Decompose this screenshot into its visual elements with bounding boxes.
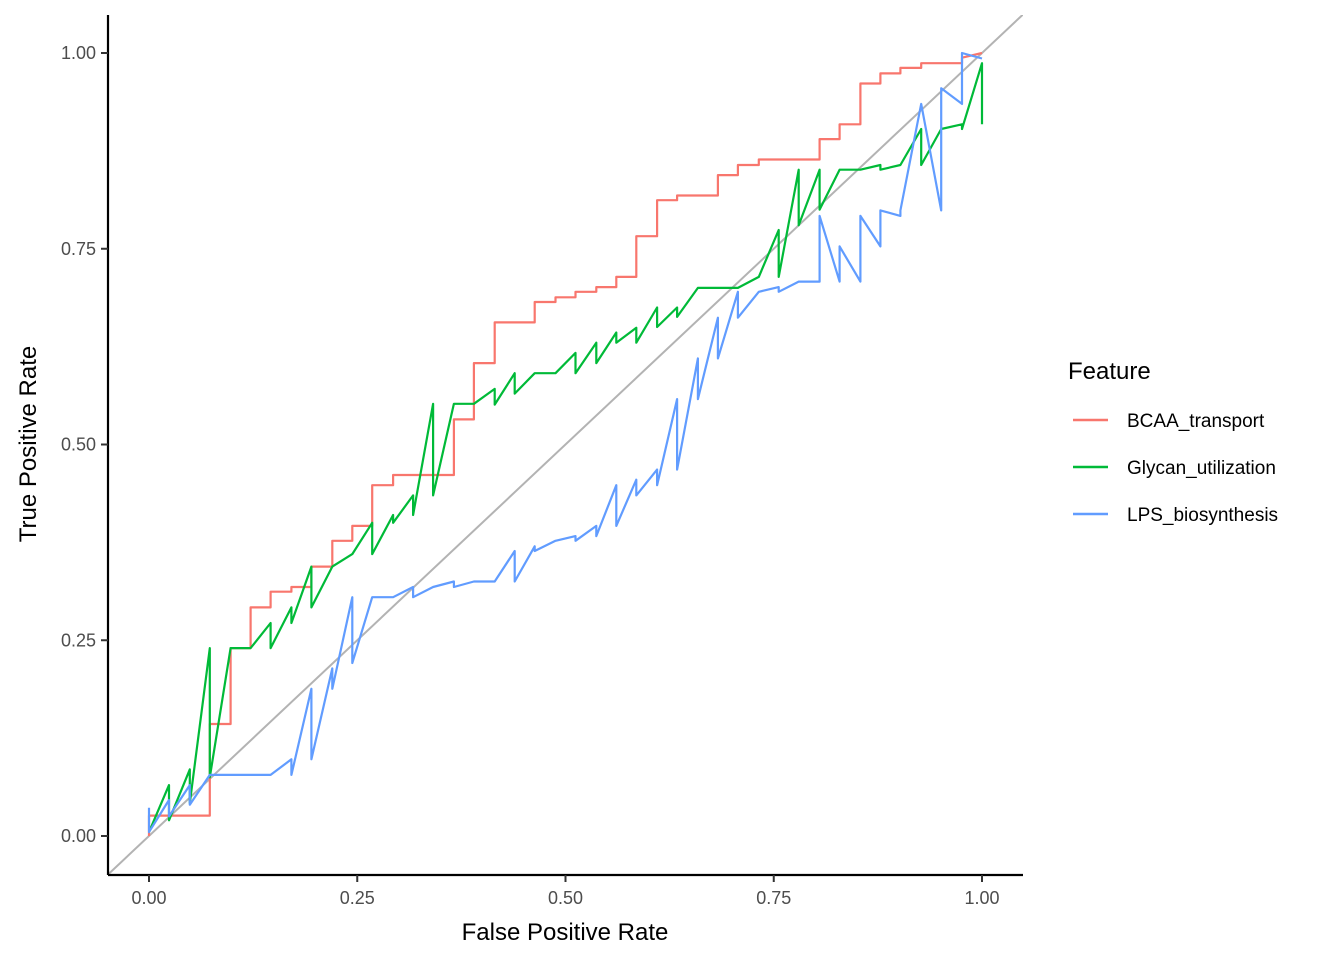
legend-label: LPS_biosynthesis: [1127, 505, 1278, 526]
legend-label: BCAA_transport: [1127, 411, 1265, 432]
y-tick-label: 0.50: [61, 435, 96, 455]
x-tick-label: 0.75: [756, 888, 791, 908]
legend: Feature BCAA_transport Glycan_utilization…: [1068, 358, 1278, 526]
x-tick-label: 0.50: [548, 888, 583, 908]
diagonal-reference-line: [108, 15, 1023, 875]
series-line-lps-biosynthesis: [147, 51, 983, 834]
legend-label: Glycan_utilization: [1127, 458, 1276, 479]
x-axis-title: False Positive Rate: [462, 919, 669, 946]
y-tick-label: 1.00: [61, 43, 96, 63]
series-line-glycan-utilization: [147, 62, 984, 833]
legend-title: Feature: [1068, 358, 1151, 385]
axes: 0.00 0.25 0.50 0.75 1.00 0.00 0.25 0.50 0.75 1.00: [61, 15, 1023, 908]
y-tick-label: 0.25: [61, 630, 96, 650]
series-line-bcaa-transport: [147, 51, 983, 836]
x-tick-label: 0.25: [340, 888, 375, 908]
plot-area: [108, 15, 1023, 875]
x-tick-label: 0.00: [131, 888, 166, 908]
x-tick-label: 1.00: [964, 888, 999, 908]
y-tick-label: 0.75: [61, 239, 96, 259]
y-tick-label: 0.00: [61, 826, 96, 846]
y-axis-title: True Positive Rate: [15, 346, 42, 543]
